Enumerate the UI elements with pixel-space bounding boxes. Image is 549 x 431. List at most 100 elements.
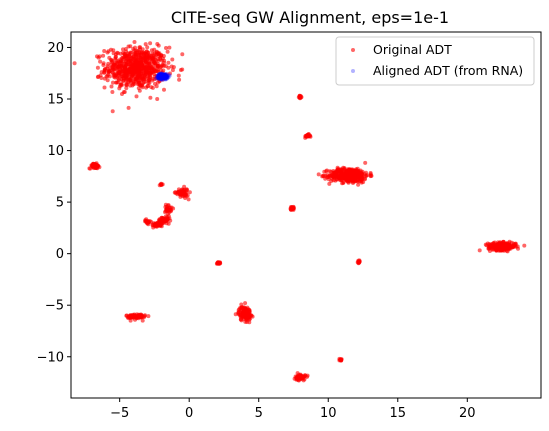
data-point bbox=[159, 74, 164, 79]
data-point bbox=[159, 76, 164, 81]
data-point bbox=[161, 73, 166, 78]
data-point bbox=[165, 73, 170, 78]
data-point bbox=[170, 57, 175, 62]
data-point bbox=[160, 76, 164, 81]
data-point bbox=[158, 75, 163, 80]
data-point bbox=[159, 72, 164, 77]
data-point bbox=[159, 74, 164, 79]
data-point bbox=[159, 74, 163, 79]
data-point bbox=[163, 73, 168, 78]
plot-frame bbox=[70, 31, 542, 399]
data-point bbox=[180, 187, 184, 192]
data-point bbox=[161, 74, 166, 79]
data-point bbox=[156, 74, 161, 79]
data-point bbox=[161, 73, 165, 78]
data-point bbox=[137, 313, 142, 318]
data-point bbox=[161, 75, 166, 80]
data-point bbox=[161, 72, 166, 77]
data-point bbox=[159, 71, 164, 76]
data-point bbox=[165, 75, 170, 80]
data-point bbox=[291, 206, 296, 211]
data-point bbox=[145, 220, 150, 225]
data-point bbox=[161, 73, 166, 78]
data-point bbox=[163, 64, 168, 69]
data-point bbox=[160, 73, 165, 78]
data-point bbox=[157, 74, 162, 78]
data-point bbox=[150, 85, 155, 90]
data-point bbox=[116, 72, 121, 77]
data-point bbox=[159, 73, 164, 78]
data-point bbox=[102, 49, 107, 53]
data-point bbox=[165, 49, 170, 54]
data-point bbox=[321, 173, 326, 178]
data-point bbox=[114, 80, 119, 85]
data-point bbox=[150, 78, 155, 83]
data-point bbox=[156, 74, 161, 79]
data-point bbox=[116, 51, 120, 56]
data-point bbox=[160, 74, 165, 79]
x-tick-label: 15 bbox=[390, 406, 407, 421]
data-point bbox=[217, 261, 222, 266]
data-point bbox=[139, 60, 144, 65]
x-tick-label: −5 bbox=[110, 406, 129, 421]
data-point bbox=[163, 73, 167, 78]
data-point bbox=[159, 75, 164, 80]
data-point bbox=[113, 75, 118, 80]
data-point bbox=[133, 45, 137, 50]
data-point bbox=[160, 73, 165, 78]
legend-marker-original bbox=[351, 48, 355, 52]
data-point bbox=[160, 72, 165, 77]
data-point bbox=[159, 73, 164, 78]
data-point bbox=[160, 73, 165, 78]
data-point bbox=[109, 84, 114, 89]
data-point bbox=[162, 75, 167, 80]
data-point bbox=[168, 71, 172, 76]
data-point bbox=[154, 74, 159, 79]
data-point bbox=[144, 85, 149, 90]
data-point bbox=[146, 50, 151, 55]
data-point bbox=[163, 75, 167, 80]
data-point bbox=[157, 76, 161, 81]
data-point bbox=[500, 246, 505, 250]
data-point bbox=[119, 82, 124, 87]
data-point bbox=[163, 75, 168, 80]
data-point bbox=[356, 172, 361, 177]
data-point bbox=[157, 76, 162, 81]
data-point bbox=[356, 258, 361, 263]
legend-label-original: Original ADT bbox=[373, 42, 452, 57]
data-point bbox=[163, 74, 168, 79]
data-point bbox=[163, 75, 168, 79]
data-point bbox=[477, 248, 482, 253]
data-point bbox=[105, 64, 110, 69]
data-point bbox=[176, 73, 181, 78]
data-point bbox=[138, 68, 143, 73]
data-point bbox=[165, 74, 169, 79]
data-point bbox=[160, 76, 165, 81]
data-point bbox=[166, 221, 171, 226]
data-point bbox=[161, 73, 166, 78]
data-point bbox=[151, 60, 156, 65]
data-point bbox=[147, 81, 152, 85]
data-point bbox=[110, 109, 115, 114]
data-point bbox=[158, 74, 163, 79]
data-point bbox=[164, 72, 169, 77]
data-point bbox=[160, 75, 165, 79]
data-point bbox=[166, 214, 171, 218]
data-point bbox=[161, 73, 166, 78]
data-point bbox=[160, 73, 165, 78]
data-point bbox=[159, 74, 164, 79]
y-tick-label: 20 bbox=[47, 41, 64, 56]
data-point bbox=[131, 79, 136, 84]
data-point bbox=[97, 54, 102, 59]
data-point bbox=[160, 75, 164, 80]
data-point bbox=[159, 75, 164, 80]
data-point bbox=[163, 72, 168, 77]
data-point bbox=[157, 72, 162, 77]
data-point bbox=[163, 75, 168, 80]
data-point bbox=[161, 73, 166, 78]
data-point bbox=[159, 76, 164, 81]
data-point bbox=[128, 50, 133, 55]
data-point bbox=[156, 75, 161, 80]
data-point bbox=[160, 76, 165, 81]
data-point bbox=[102, 85, 107, 90]
